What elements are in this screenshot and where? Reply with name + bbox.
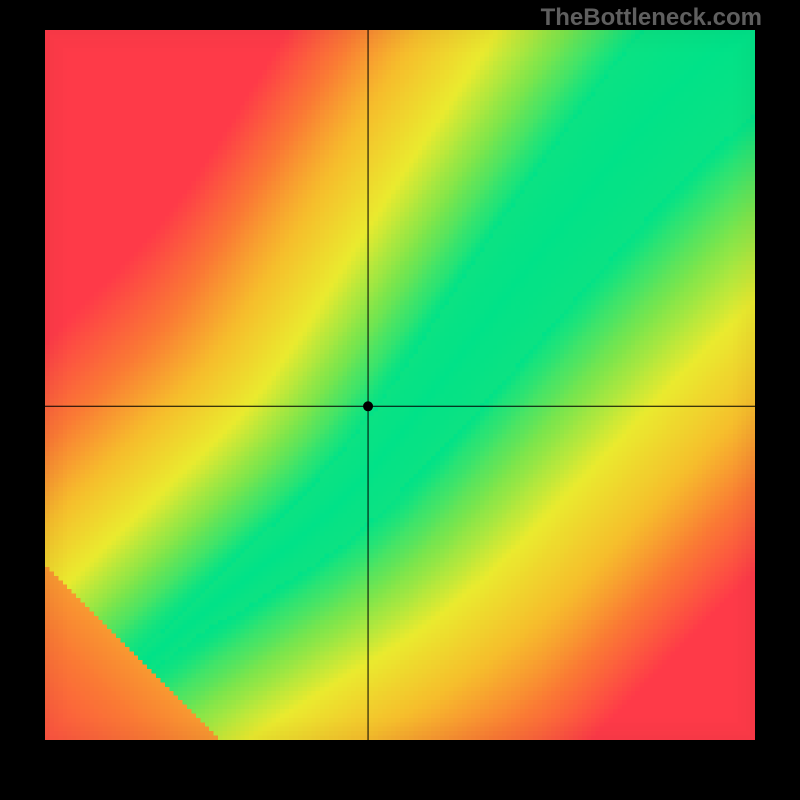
chart-frame: { "watermark": { "text": "TheBottleneck.… — [0, 0, 800, 800]
bottleneck-heatmap — [45, 30, 755, 740]
watermark-text: TheBottleneck.com — [541, 4, 762, 32]
